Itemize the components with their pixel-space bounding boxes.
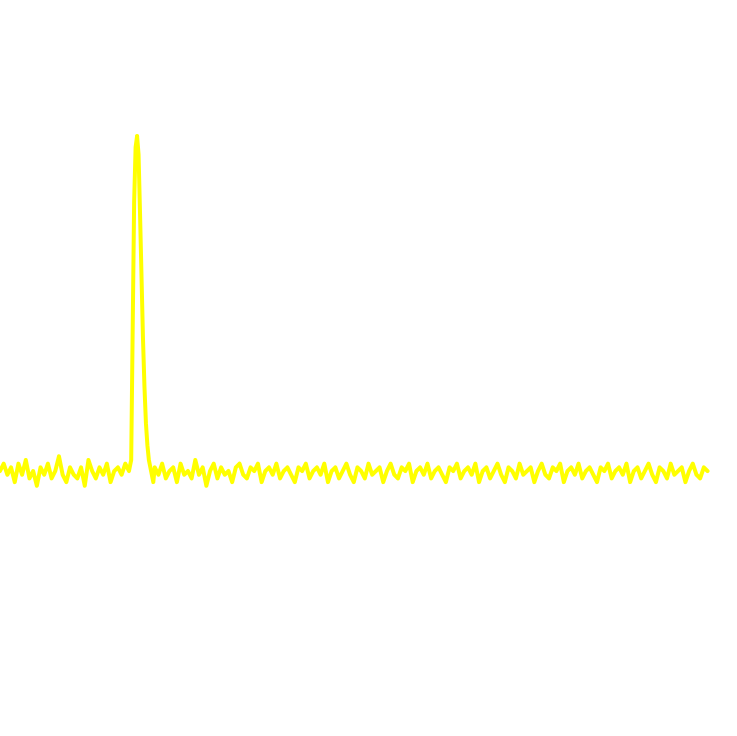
series-layer — [0, 134, 710, 488]
peak-point — [135, 134, 140, 139]
series-line-0 — [0, 134, 710, 488]
